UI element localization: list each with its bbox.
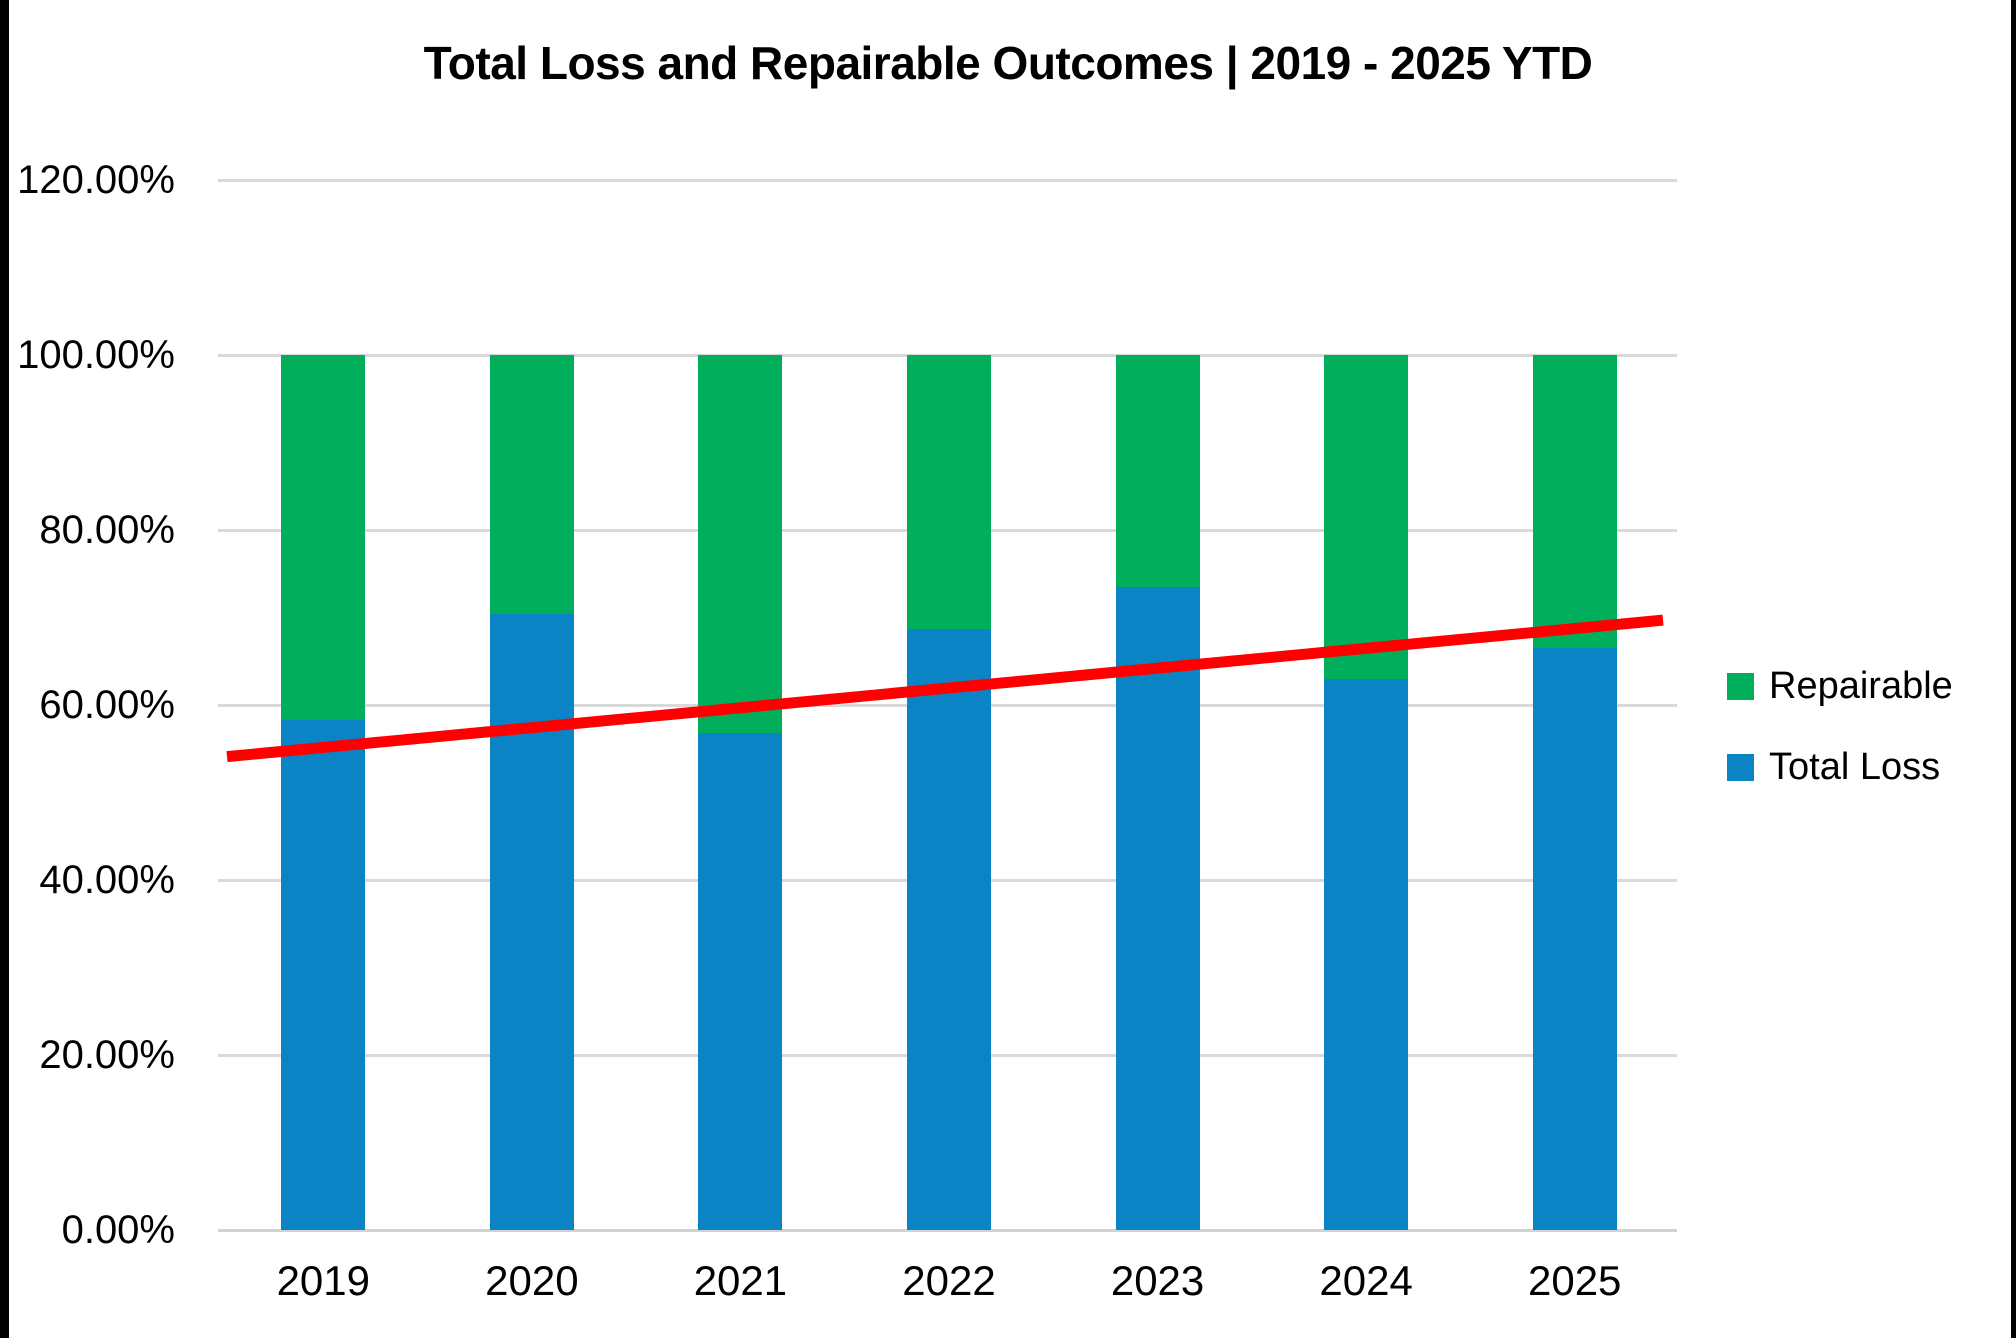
left-border [0, 0, 9, 1338]
y-tick-label: 60.00% [39, 683, 175, 727]
legend-item-repairable[interactable]: Repairable [1727, 664, 1953, 708]
x-tick-label-2022: 2022 [902, 1257, 996, 1304]
x-tick-label-2023: 2023 [1110, 1257, 1205, 1304]
gridline [218, 178, 1677, 182]
y-tick-label: 80.00% [39, 508, 175, 552]
bar-total-loss-2020[interactable] [489, 614, 574, 1230]
y-tick-label: 20.00% [39, 1033, 175, 1077]
bar-total-loss-2021[interactable] [698, 733, 783, 1230]
bar-repairable-2023[interactable] [1115, 355, 1200, 587]
chart-title[interactable]: Total Loss and Repairable Outcomes | 201… [423, 37, 1593, 89]
legend-swatch-total-loss-icon [1727, 753, 1754, 781]
bar-repairable-2021[interactable] [698, 355, 783, 733]
x-tick-label-2019: 2019 [276, 1257, 370, 1304]
bar-total-loss-2022[interactable] [907, 628, 991, 1230]
bar-repairable-2025[interactable] [1532, 355, 1617, 649]
x-tick-label-2020: 2020 [485, 1257, 579, 1304]
legend-swatch-repairable-icon [1727, 672, 1754, 700]
bar-total-loss-2019[interactable] [281, 719, 366, 1230]
bar-repairable-2024[interactable] [1324, 355, 1409, 679]
y-tick-label: 100.00% [17, 333, 175, 377]
bar-repairable-2022[interactable] [907, 355, 991, 629]
legend-item-total-loss[interactable]: Total Loss [1727, 745, 1940, 789]
y-tick-label: 120.00% [17, 158, 175, 202]
bar-total-loss-2025[interactable] [1532, 648, 1617, 1230]
legend-label-total-loss: Total Loss [1769, 745, 1941, 788]
y-tick-label: 0.00% [61, 1208, 175, 1252]
legend-label-repairable: Repairable [1769, 664, 1953, 707]
bar-repairable-2020[interactable] [489, 355, 574, 614]
x-tick-label-2021: 2021 [693, 1257, 788, 1304]
x-tick-label-2025: 2025 [1527, 1257, 1622, 1304]
bar-total-loss-2023[interactable] [1115, 586, 1200, 1230]
right-border [2011, 0, 2016, 1338]
bar-total-loss-2024[interactable] [1324, 678, 1409, 1230]
x-axis-line [218, 1228, 1677, 1232]
bar-repairable-2019[interactable] [281, 355, 366, 720]
x-tick-label-2024: 2024 [1319, 1257, 1413, 1304]
y-tick-label: 40.00% [39, 858, 175, 902]
